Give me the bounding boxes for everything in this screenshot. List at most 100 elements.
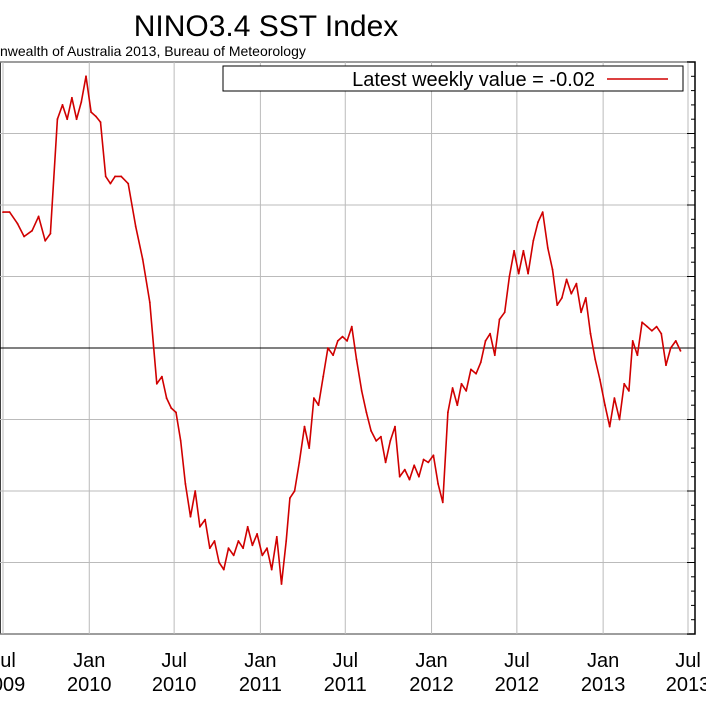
x-tick-label-year: 2013 [581,674,626,696]
series-point [594,358,597,361]
series-point [148,301,151,304]
series-point [646,325,649,328]
x-tick-label-month: Jan [244,650,276,672]
series-point [127,182,130,185]
series-point [270,568,273,571]
series-point [322,375,325,378]
series-point [298,461,301,464]
x-tick-label-year: 2010 [152,674,197,696]
series-point [261,554,264,557]
series-point [280,583,283,585]
series-point [370,430,372,432]
series-point [447,411,449,414]
series-point [114,175,116,178]
series-point [242,547,245,550]
series-point [71,96,73,99]
series-point [679,350,682,352]
x-tick-label-year: 2009 [0,674,25,696]
series-point [99,121,102,123]
series-point [427,461,430,464]
x-tick-label-month: Jan [415,650,447,672]
series-point [346,340,348,342]
series-point [184,483,187,485]
x-tick-label-month: Jul [675,650,701,672]
series-point [551,268,554,271]
series-point [623,382,626,385]
series-point [517,272,520,275]
series-point [355,358,358,361]
series-point [493,354,496,357]
series-point [308,447,311,449]
series-point [556,304,559,306]
series-point [389,440,392,442]
series-point [327,347,329,349]
series-point [403,468,406,471]
series-point [170,407,173,409]
series-point [546,247,549,249]
series-point [37,215,40,218]
series-point [380,435,382,438]
series-point [565,278,568,281]
series-point [651,329,653,332]
series-point [561,297,563,299]
series-point [460,382,463,385]
series-point [251,544,254,547]
series-point [256,533,258,535]
x-tick-label-month: Jan [587,650,619,672]
x-tick-label-year: 2013 [666,674,706,696]
series-point [580,311,582,314]
legend-box [222,65,684,92]
series-point [608,425,611,428]
series-point [161,375,163,378]
series-point [232,554,235,557]
series-point [604,404,606,407]
series-point [456,404,459,407]
series-point [413,464,416,467]
x-tick-label-year: 2011 [324,674,367,696]
series-point [199,525,201,528]
series-point [398,475,401,478]
series-point [227,547,230,550]
series-point [470,368,472,371]
series-point [408,478,411,481]
series-point [104,175,107,178]
series-point [384,461,387,464]
series-point [498,318,501,321]
series-point [80,101,83,103]
series-point [175,411,177,414]
series-point [90,111,92,113]
series-points [2,75,682,585]
series-point [537,221,539,224]
series-point [194,490,197,492]
x-tick-label-year: 2011 [239,674,282,696]
series-point [218,561,221,564]
series-point [246,525,249,528]
series-point [613,397,616,399]
series-point [489,332,491,335]
series-point [665,364,667,367]
series-point [222,568,225,571]
series-point [375,440,378,442]
series-point [155,382,158,385]
x-tick-label-month: Jul [0,650,16,672]
series-point [674,340,677,342]
series-point [16,222,19,225]
series-point [441,501,444,504]
series-point [527,272,529,275]
series-point [189,515,192,518]
series-point [31,229,33,232]
x-tick-label-month: Jul [332,650,358,672]
series-point [317,404,320,407]
legend: Latest weekly value = -0.02 [222,65,684,92]
series-point [134,225,137,228]
series-point [141,258,144,261]
series-point [628,390,630,392]
series-point [636,354,639,357]
series-point [120,175,123,178]
series-point [465,390,468,392]
series-point [437,483,439,485]
series-point [479,361,482,364]
series-point [570,292,573,295]
series-point [422,458,425,461]
